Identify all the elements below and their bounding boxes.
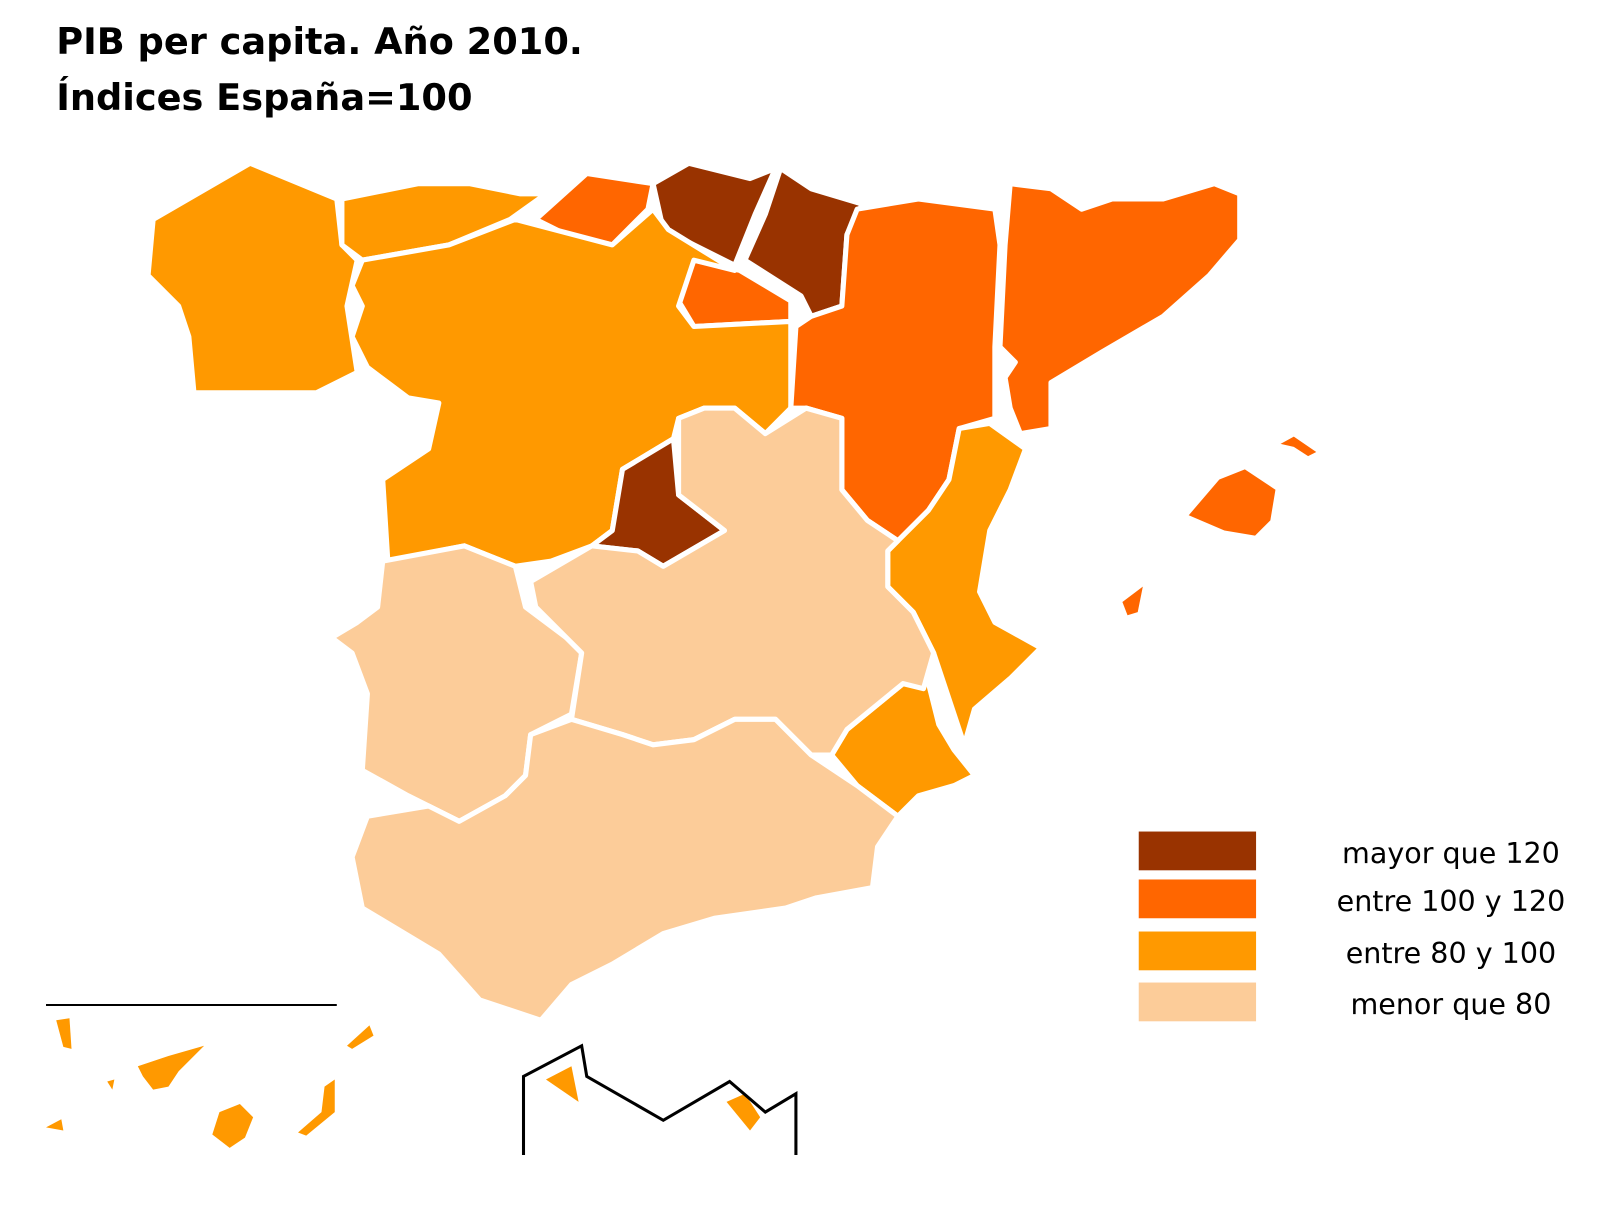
map-subtitle: Índices España=100 xyxy=(56,75,472,119)
legend-swatch xyxy=(1138,831,1257,871)
legend-swatch xyxy=(1138,931,1257,971)
region xyxy=(997,181,1243,437)
region xyxy=(212,1103,254,1148)
region xyxy=(726,1093,761,1131)
inset-frame xyxy=(521,1043,798,1155)
region xyxy=(349,716,901,1023)
region xyxy=(1188,469,1276,536)
region xyxy=(107,1079,115,1090)
legend-label: entre 80 y 100 xyxy=(1346,936,1556,970)
region xyxy=(298,1079,335,1136)
region xyxy=(56,1018,72,1049)
region xyxy=(545,1066,579,1102)
legend-label: mayor que 120 xyxy=(1342,836,1560,870)
legend-swatch xyxy=(1138,982,1257,1022)
map-title: PIB per capita. Año 2010. xyxy=(56,20,583,63)
region xyxy=(46,1119,64,1131)
region xyxy=(339,181,549,263)
legend-label: menor que 80 xyxy=(1350,987,1551,1021)
regions xyxy=(46,160,1317,1148)
region xyxy=(137,1045,205,1090)
region xyxy=(346,1025,374,1049)
region xyxy=(1280,436,1317,457)
legend-label: entre 100 y 120 xyxy=(1337,884,1566,918)
legend: mayor que 120 entre 100 y 120 entre 80 y 1… xyxy=(1138,831,1566,1022)
legend-swatch xyxy=(1138,879,1257,919)
region xyxy=(145,160,360,396)
region xyxy=(1122,586,1143,616)
